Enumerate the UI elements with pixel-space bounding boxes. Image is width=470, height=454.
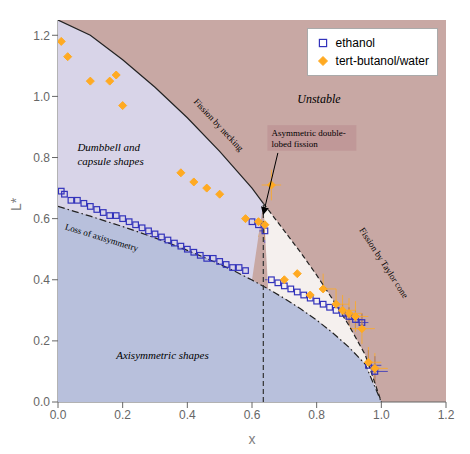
svg-text:0.6: 0.6 xyxy=(244,408,261,422)
html-text:ethanol: ethanol xyxy=(335,36,375,50)
svg-text:0.0: 0.0 xyxy=(33,395,50,409)
svg-text:x: x xyxy=(249,431,256,446)
svg-text:Axisymmetric shapes: Axisymmetric shapes xyxy=(115,349,209,361)
svg-text:1.2: 1.2 xyxy=(33,29,50,43)
svg-text:0.4: 0.4 xyxy=(179,408,196,422)
html-text:tert-butanol/water: tert-butanol/water xyxy=(335,54,429,68)
svg-text:Fission by Taylor cone: Fission by Taylor cone xyxy=(357,226,410,300)
svg-text:Asymmetric double-lobed fissio: Asymmetric double-lobed fission xyxy=(271,128,345,149)
svg-text:0.8: 0.8 xyxy=(308,408,325,422)
svg-text:0.8: 0.8 xyxy=(33,151,50,165)
svg-text:0.2: 0.2 xyxy=(114,408,131,422)
svg-text:Loss of axisymmetry: Loss of axisymmetry xyxy=(64,222,140,254)
svg-text:L*: L* xyxy=(8,197,24,211)
svg-text:1.2: 1.2 xyxy=(438,408,455,422)
svg-text:0.2: 0.2 xyxy=(33,334,50,348)
svg-text:0.0: 0.0 xyxy=(50,408,67,422)
svg-text:1.0: 1.0 xyxy=(373,408,390,422)
svg-text:1.0: 1.0 xyxy=(33,90,50,104)
svg-text:0.4: 0.4 xyxy=(33,273,50,287)
svg-text:0.6: 0.6 xyxy=(33,212,50,226)
svg-text:Fission by necking: Fission by necking xyxy=(192,97,246,154)
svg-text:Dumbbell andcapsule shapes: Dumbbell andcapsule shapes xyxy=(76,141,143,166)
svg-text:Unstable: Unstable xyxy=(297,92,341,106)
